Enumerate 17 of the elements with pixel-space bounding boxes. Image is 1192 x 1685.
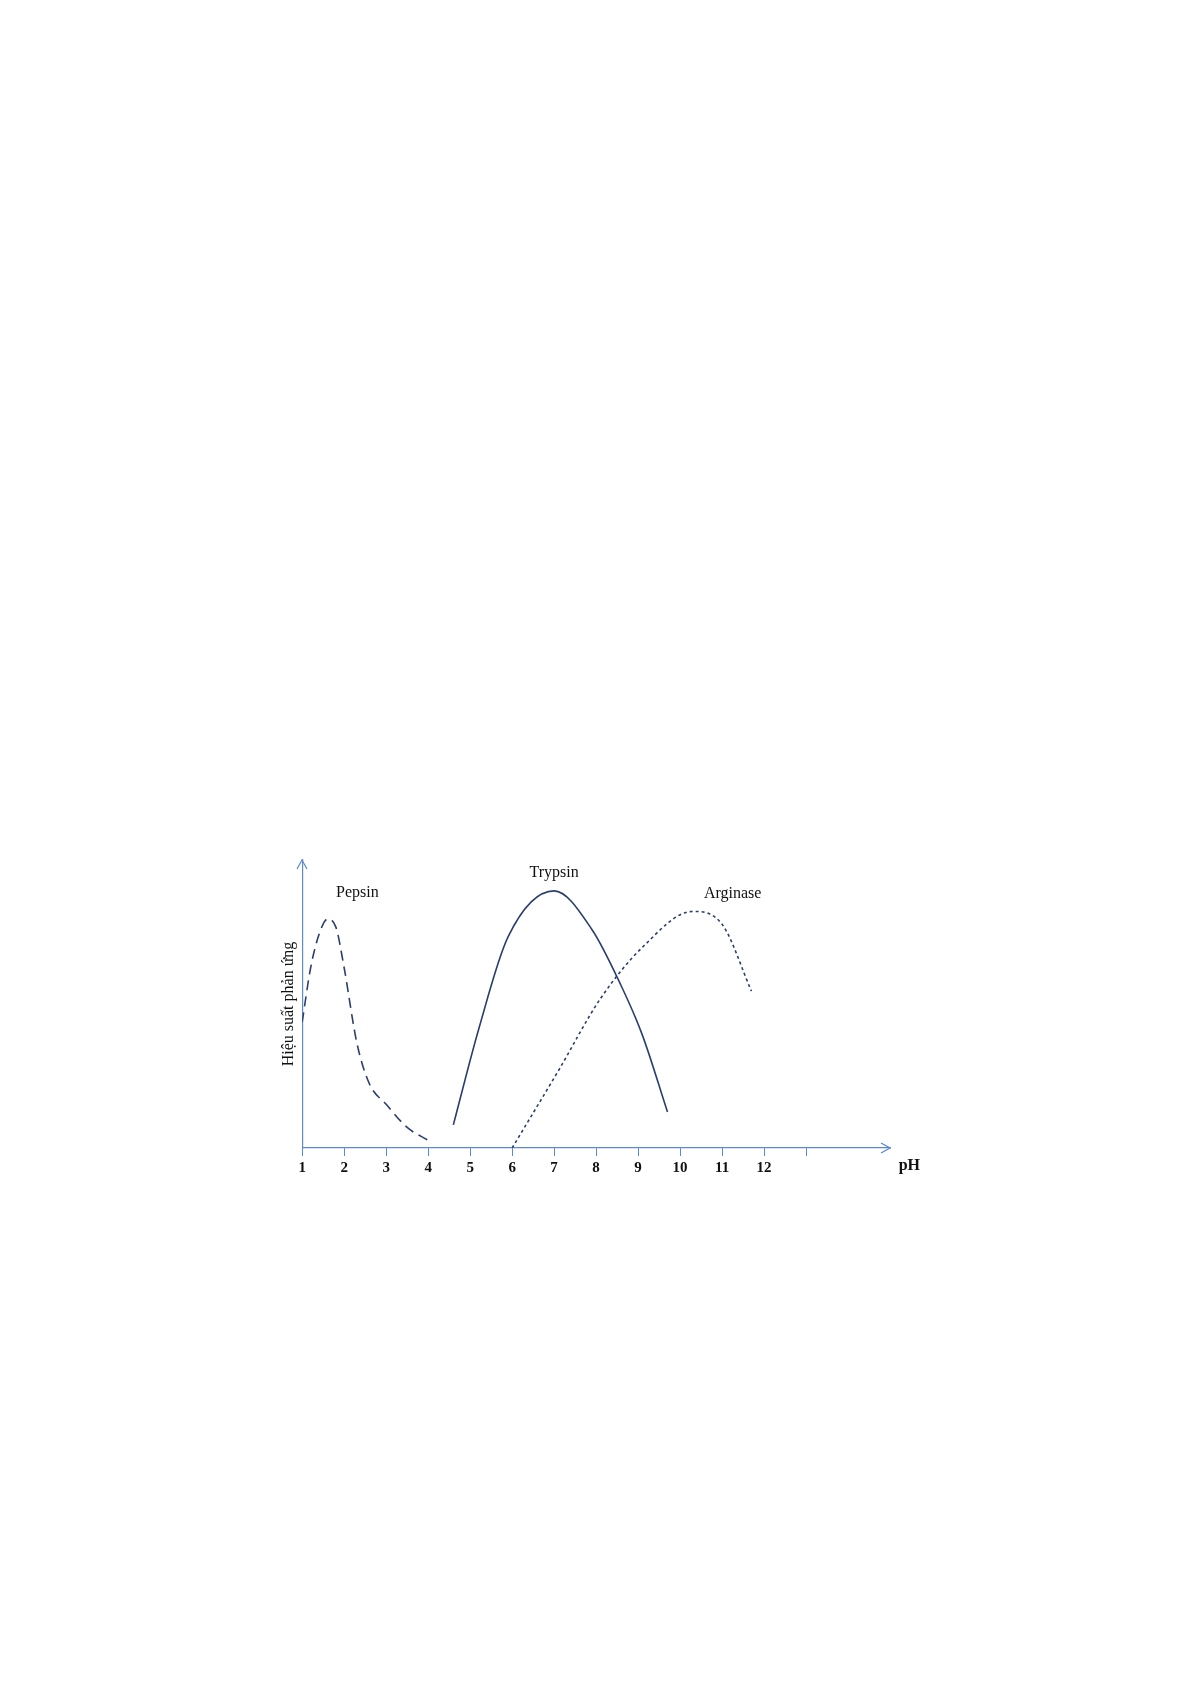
y-axis-title: Hiệu suất phản ứng bbox=[278, 941, 297, 1067]
series-label: Trypsin bbox=[529, 863, 579, 882]
x-tick-label: 5 bbox=[466, 1158, 474, 1175]
series-label: Pepsin bbox=[336, 883, 379, 902]
x-tick-label: 12 bbox=[756, 1158, 772, 1175]
x-tick-label: 9 bbox=[634, 1158, 642, 1175]
x-tick-label: 8 bbox=[592, 1158, 600, 1175]
x-tick-label: 11 bbox=[714, 1158, 730, 1175]
x-tick-label: 6 bbox=[508, 1158, 517, 1175]
x-tick-label: 2 bbox=[340, 1158, 348, 1175]
x-tick-label: 7 bbox=[550, 1158, 559, 1175]
x-tick-label: 1 bbox=[298, 1158, 306, 1175]
x-tick-label: 4 bbox=[424, 1158, 433, 1175]
x-axis-title: pH bbox=[898, 1156, 921, 1175]
series-label: Arginase bbox=[703, 883, 762, 902]
x-tick-label: 3 bbox=[382, 1158, 390, 1175]
x-tick-label: 10 bbox=[672, 1158, 688, 1175]
